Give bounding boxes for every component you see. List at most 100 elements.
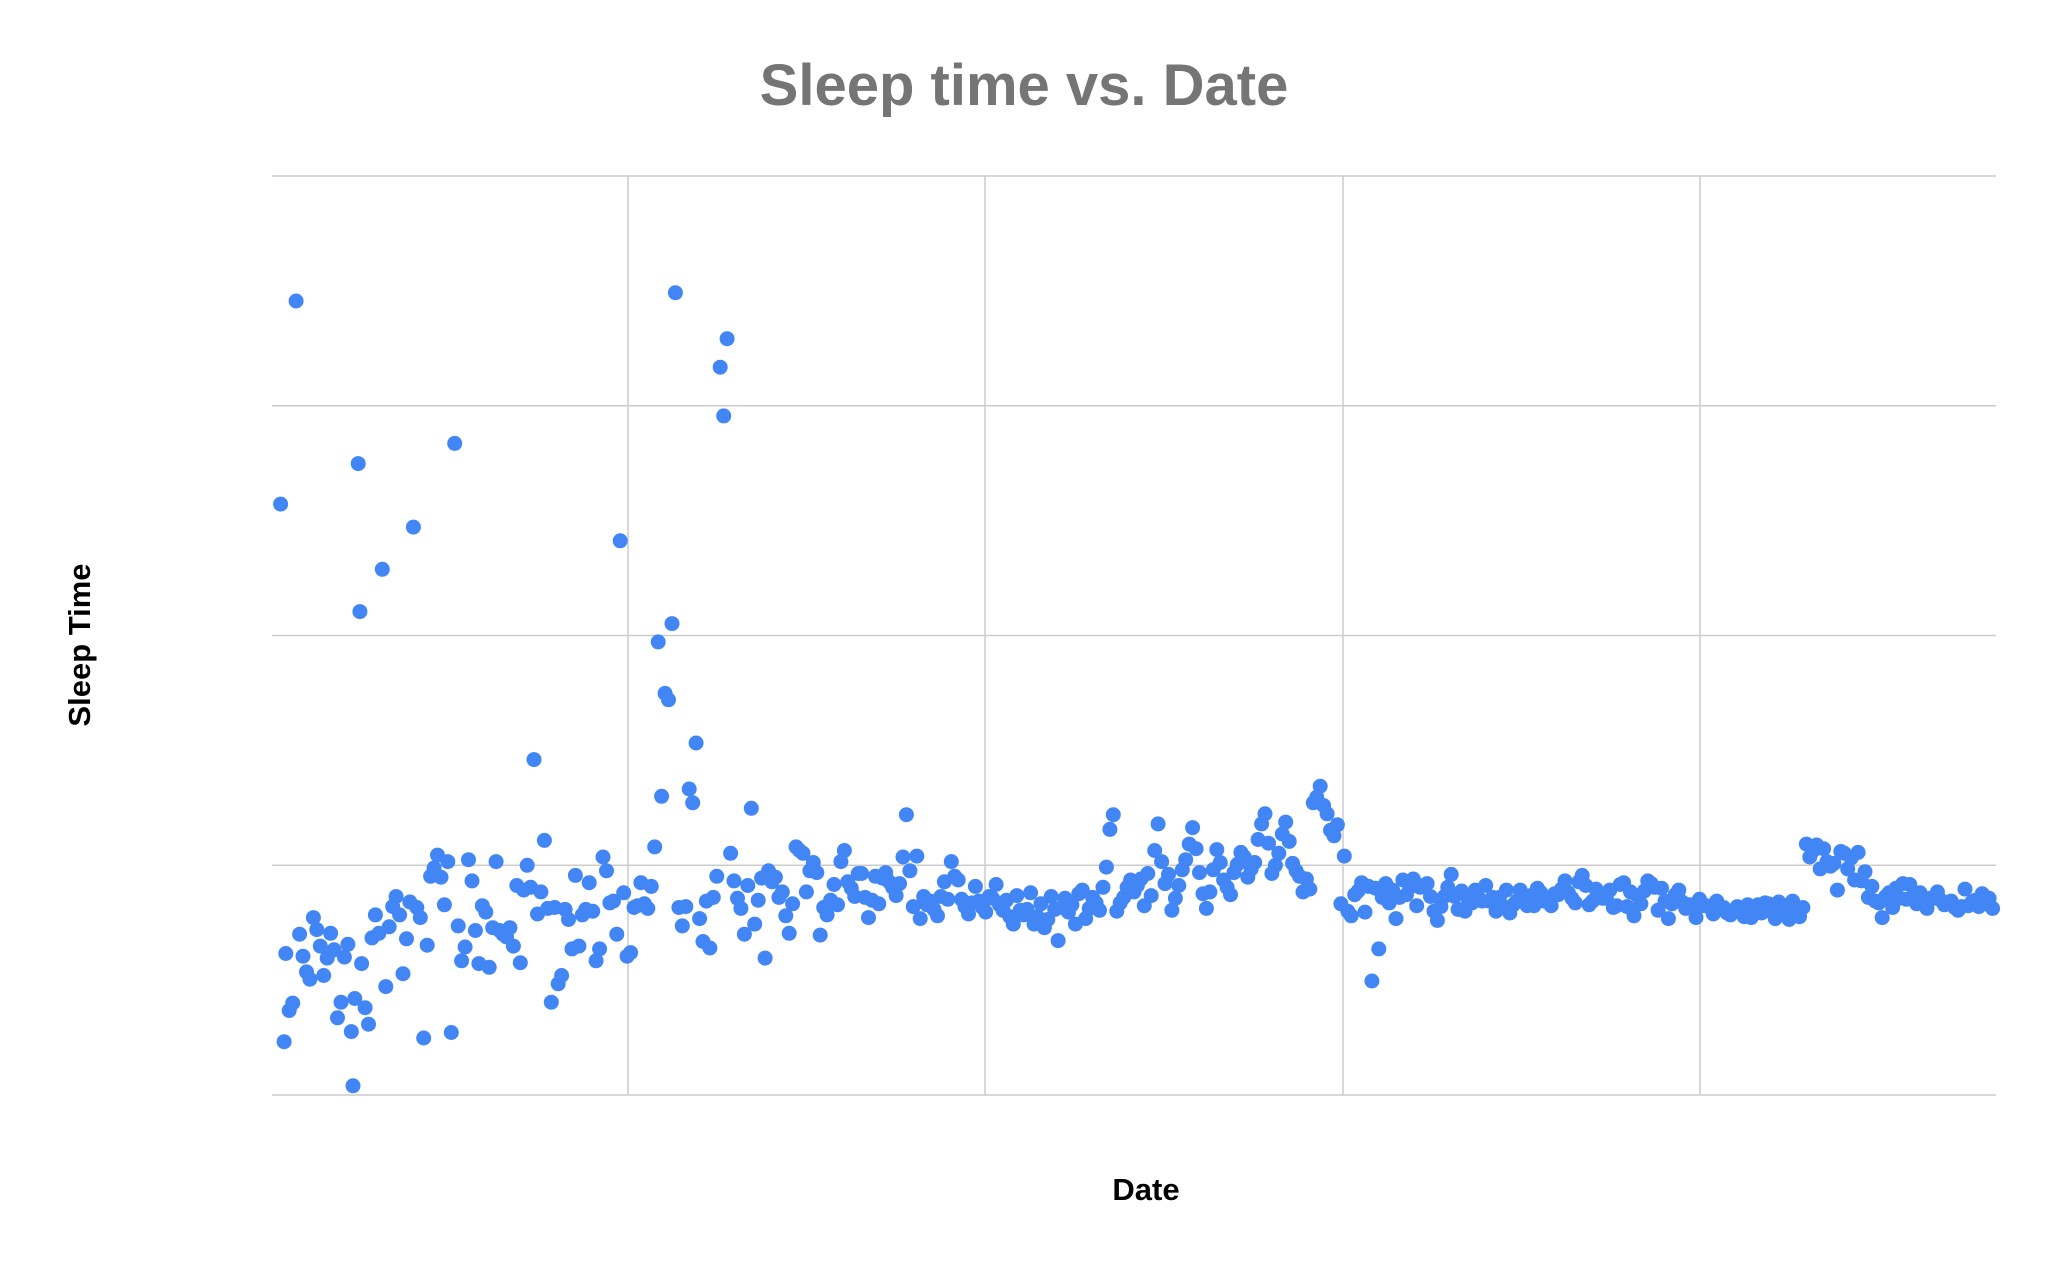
data-point (1857, 864, 1873, 880)
data-point (1092, 902, 1107, 918)
data-point (726, 873, 742, 889)
data-point (774, 884, 790, 900)
data-point (1247, 855, 1263, 870)
data-point (581, 875, 597, 891)
data-point (305, 910, 321, 926)
data-point (512, 955, 528, 971)
data-point (330, 1010, 345, 1026)
data-point (702, 940, 718, 956)
data-point (352, 604, 368, 620)
data-point (1150, 816, 1166, 832)
data-point (276, 1034, 292, 1050)
data-point (1388, 911, 1404, 927)
data-point (1371, 941, 1387, 957)
data-point (526, 752, 542, 768)
data-point (1343, 908, 1359, 924)
data-point (309, 922, 325, 938)
data-point (1140, 866, 1156, 881)
data-point (1985, 900, 2001, 916)
data-point (795, 845, 811, 861)
data-point (1154, 854, 1170, 870)
data-point (616, 885, 632, 901)
y-axis-label: Sleep Time (62, 563, 97, 727)
data-point (585, 903, 601, 919)
data-point (336, 949, 352, 965)
data-point (1164, 902, 1180, 918)
data-point (930, 908, 945, 924)
data-point (599, 863, 614, 879)
data-point (902, 863, 918, 879)
data-point (785, 896, 801, 912)
data-point (1336, 848, 1352, 864)
data-point (554, 968, 570, 983)
data-point (1498, 882, 1514, 898)
data-point (478, 904, 494, 920)
data-point (1329, 817, 1345, 833)
gridlines (272, 175, 1996, 1096)
data-point (447, 435, 463, 451)
data-point (278, 946, 294, 961)
data-point (345, 1078, 361, 1094)
data-point (898, 807, 914, 823)
data-point (1005, 916, 1021, 932)
data-point (1319, 806, 1335, 822)
data-point (1626, 908, 1642, 924)
data-point (1105, 807, 1121, 823)
x-axis-label: Date (1112, 1172, 1180, 1207)
data-point (643, 878, 659, 894)
data-point (588, 953, 604, 969)
data-point (967, 878, 983, 894)
data-point (464, 873, 480, 889)
data-point (895, 849, 911, 865)
data-point (809, 865, 825, 881)
data-points (273, 285, 2001, 1094)
data-point (340, 936, 356, 952)
data-point (1874, 910, 1890, 926)
data-point (1633, 896, 1649, 912)
data-point (454, 953, 470, 969)
data-point (854, 866, 870, 881)
data-point (295, 948, 311, 964)
data-point (399, 931, 414, 947)
data-point (488, 854, 504, 870)
data-point (457, 939, 473, 955)
data-point (719, 331, 735, 347)
data-point (292, 926, 308, 942)
data-point (712, 359, 728, 375)
data-point (1167, 890, 1183, 906)
data-point (1209, 842, 1225, 858)
data-point (1178, 852, 1194, 868)
data-point (1864, 878, 1880, 894)
data-point (288, 293, 304, 309)
data-point (1654, 880, 1669, 896)
data-point (433, 869, 449, 885)
data-point (519, 857, 535, 873)
data-point (595, 849, 611, 865)
data-point (781, 925, 797, 941)
data-point (692, 911, 708, 927)
data-point (623, 945, 639, 961)
data-point (747, 916, 763, 932)
data-point (798, 884, 814, 900)
data-point (388, 889, 404, 904)
data-point (716, 408, 732, 424)
data-point (1257, 806, 1273, 822)
data-point (1829, 882, 1845, 898)
data-point (1023, 885, 1039, 901)
data-point (1261, 835, 1276, 851)
data-point (750, 892, 766, 908)
data-point (647, 839, 663, 855)
data-point (374, 561, 390, 577)
data-point (533, 884, 549, 900)
data-point (1660, 911, 1676, 927)
data-point (333, 994, 349, 1010)
data-point (592, 941, 608, 957)
data-point (654, 788, 670, 804)
data-point (1019, 901, 1035, 917)
data-point (1419, 876, 1435, 892)
data-point (736, 926, 752, 942)
data-point (412, 910, 428, 926)
data-point (502, 920, 518, 936)
data-point (1147, 843, 1163, 858)
